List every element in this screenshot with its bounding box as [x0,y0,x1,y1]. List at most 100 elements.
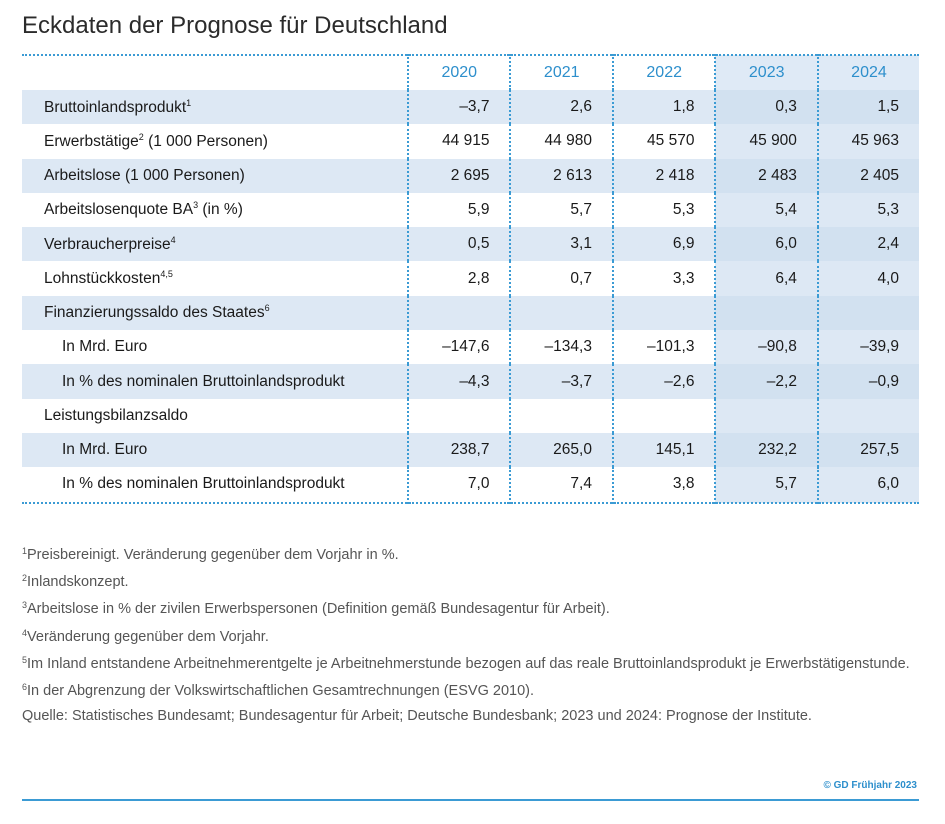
row-label: Erwerbstätige2 (1 000 Personen) [22,124,408,158]
row-label: In Mrd. Euro [22,330,408,364]
footnote-text: In der Abgrenzung der Volkswirtschaftlic… [27,683,534,700]
value-cell-2022: 45 570 [611,124,716,159]
year-header-2023: 2023 [714,55,818,90]
value-cell-2021: 0,7 [509,261,613,296]
value-cell-2022: 2 418 [611,158,716,193]
value-cell-2021 [509,295,613,331]
footnote-text: Veränderung gegenüber dem Vorjahr. [27,628,269,645]
value-cell-2020 [406,398,511,433]
value-cell-2023: 6,4 [714,261,818,296]
footnote-number: 2 [22,573,28,584]
footnote-marker: 1 [186,97,192,108]
value-cell-2020: –3,7 [406,90,511,125]
row-label: Arbeitslose (1 000 Personen) [22,158,408,193]
value-cell-2022: –2,6 [611,364,716,399]
row-label-suffix: (1 000 Personen) [143,133,268,151]
value-cell-2024: 6,0 [816,467,919,503]
value-cell-2020: 44 915 [406,124,511,159]
row-label-suffix: (in %) [198,201,243,219]
copyright-label: © GD Frühjahr 2023 [823,780,917,791]
value-cell-2023: –90,8 [714,330,818,365]
value-cell-2022: 3,3 [611,261,716,296]
table-row: Finanzierungssaldo des Staates6 [22,295,919,331]
row-label-text: Lohnstückkosten [44,270,161,288]
footnote-marker: 4,5 [160,269,173,280]
footnote-text: Inlandskonzept. [27,574,129,591]
header-label-cell [22,55,408,90]
value-cell-2020: 0,5 [406,227,511,262]
value-cell-2021: 265,0 [509,432,613,468]
value-cell-2023: 5,4 [714,192,818,228]
footnote-number: 6 [22,682,28,693]
row-label-text: Bruttoinlandsprodukt [44,98,187,116]
footnote-marker: 6 [264,303,270,314]
value-cell-2020: –147,6 [406,330,511,365]
row-label-text: Arbeitslosenquote BA [44,201,194,219]
row-label: Leistungsbilanzsaldo [22,399,408,433]
footnote-marker: 3 [193,200,199,211]
value-cell-2021: –3,7 [509,364,613,399]
value-cell-2024: 257,5 [816,432,919,468]
value-cell-2022: –101,3 [611,330,716,365]
footnote-item: 6In der Abgrenzung der Volkswirtschaftli… [22,676,922,703]
footnote-text: Preisbereinigt. Veränderung gegenüber de… [27,547,399,563]
value-cell-2021: 2 613 [509,158,613,193]
row-label: In % des nominalen Bruttoinlandsprodukt [22,364,408,399]
table-row: Leistungsbilanzsaldo [22,398,919,433]
footnote-number: 3 [22,600,28,611]
value-cell-2024: 1,5 [816,90,919,125]
row-label-text: Verbraucherpreise [44,235,171,253]
bottom-divider [22,799,919,801]
footnote-item: 2Inlandskonzept. [22,567,922,594]
table-row: In % des nominalen Bruttoinlandsprodukt –… [22,364,919,399]
row-label: Bruttoinlandsprodukt1 [22,90,408,125]
value-cell-2022: 145,1 [611,432,716,468]
value-cell-2022: 1,8 [611,90,716,125]
value-cell-2024: –39,9 [816,330,919,365]
value-cell-2021: 44 980 [509,124,613,159]
row-label-text: In Mrd. Euro [62,441,148,459]
footnote-text: Im Inland entstandene Arbeitnehmerentgel… [27,655,910,672]
footnote-item: 1Preisbereinigt. Veränderung gegenüber d… [22,540,922,567]
source-note: Quelle: Statistisches Bundesamt; Bundesa… [22,708,812,725]
row-label-text: In % des nominalen Bruttoinlandsprodukt [62,372,345,390]
footnote-item: 3Arbeitslose in % der zivilen Erwerbsper… [22,594,922,621]
footnote-marker: 4 [170,234,176,245]
row-label: In % des nominalen Bruttoinlandsprodukt [22,467,408,502]
value-cell-2022: 3,8 [611,467,716,503]
value-cell-2021: 3,1 [509,227,613,262]
footnote-item: 4Veränderung gegenüber dem Vorjahr. [22,622,922,649]
table-row: Arbeitslose (1 000 Personen) 2 695 2 613 2 … [22,158,919,193]
table-row: In % des nominalen Bruttoinlandsprodukt 7… [22,467,919,503]
value-cell-2021: 2,6 [509,90,613,125]
year-header-2020: 2020 [406,55,511,90]
footnote-number: 4 [22,627,28,638]
table-header-row: 2020 2021 2022 2023 2024 [22,55,919,90]
table-row: Arbeitslosenquote BA3 (in %) 5,9 5,7 5,3 5,4… [22,192,919,228]
footnotes: 1Preisbereinigt. Veränderung gegenüber d… [22,540,922,728]
value-cell-2022 [611,295,716,331]
table-row: In Mrd. Euro –147,6 –134,3 –101,3 –90,8 –39,9 [22,330,919,365]
value-cell-2023: 5,7 [714,467,818,503]
year-header-2022: 2022 [611,55,716,90]
value-cell-2022: 6,9 [611,227,716,262]
row-label-text: Finanzierungssaldo des Staates [44,304,265,322]
value-cell-2023: 2 483 [714,158,818,193]
value-cell-2024: 2,4 [816,227,919,262]
value-cell-2020: 238,7 [406,432,511,468]
row-label: Arbeitslosenquote BA3 (in %) [22,193,408,227]
value-cell-2020: 2 695 [406,158,511,193]
value-cell-2024 [816,398,919,433]
value-cell-2024 [816,295,919,331]
footnote-marker: 2 [138,131,144,142]
value-cell-2024: –0,9 [816,364,919,399]
value-cell-2022: 5,3 [611,192,716,228]
year-header-2024: 2024 [816,55,919,90]
row-label: Finanzierungssaldo des Staates6 [22,295,408,331]
table-row: Erwerbstätige2 (1 000 Personen) 44 915 44 … [22,124,919,159]
value-cell-2023: 6,0 [714,227,818,262]
value-cell-2020: 2,8 [406,261,511,296]
value-cell-2023 [714,295,818,331]
footnote-item: 5Im Inland entstandene Arbeitnehmerentge… [22,649,922,676]
row-label-text: Leistungsbilanzsaldo [44,406,188,424]
